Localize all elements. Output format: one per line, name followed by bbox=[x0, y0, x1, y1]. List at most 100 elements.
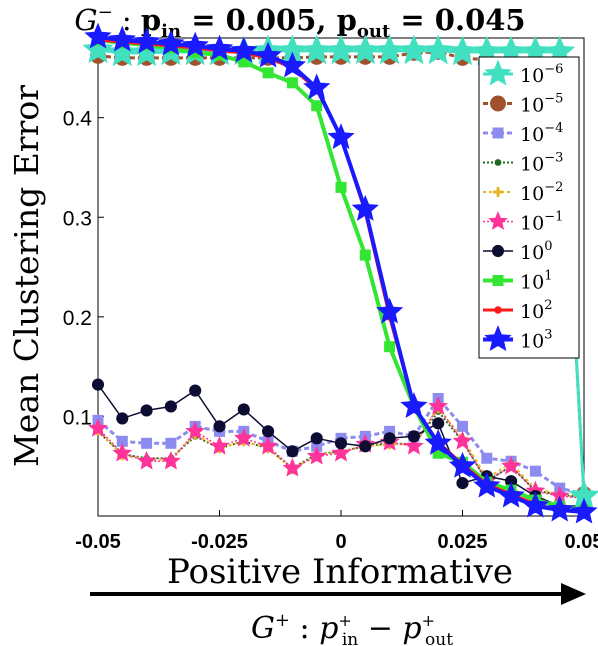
data-point-square bbox=[457, 420, 468, 432]
x-axis-arrow-head bbox=[561, 583, 586, 605]
y-tick-label: 0.3 bbox=[63, 207, 92, 230]
data-point-square bbox=[141, 437, 153, 449]
legend-label: 103 bbox=[520, 328, 552, 353]
legend-label: 10−1 bbox=[520, 210, 563, 235]
data-point-star bbox=[136, 450, 157, 470]
data-point-star bbox=[422, 34, 454, 65]
legend-item: 10−4 bbox=[483, 121, 563, 146]
data-point-circle bbox=[262, 425, 275, 438]
legend-label: 10−5 bbox=[520, 92, 563, 117]
bottom-label-sep: : bbox=[290, 611, 319, 646]
data-point-circle bbox=[189, 384, 202, 397]
data-point-circle bbox=[164, 400, 177, 413]
data-point-star bbox=[448, 451, 477, 478]
data-point-square bbox=[335, 181, 347, 193]
data-point-star bbox=[424, 428, 452, 455]
data-point-star bbox=[132, 27, 161, 54]
data-point-star bbox=[282, 457, 303, 477]
data-point-star bbox=[230, 36, 258, 63]
data-point-star bbox=[327, 123, 355, 150]
legend-item: 102 bbox=[483, 298, 552, 323]
y-axis: 0.1 0.2 0.3 0.4 bbox=[63, 108, 104, 429]
legend-label-base: 10 bbox=[520, 213, 544, 235]
series-line bbox=[97, 397, 585, 496]
chart-title-g: G bbox=[74, 3, 97, 37]
data-point-star bbox=[258, 436, 278, 455]
bottom-label-g-sup: + bbox=[275, 610, 290, 631]
y-tick-label: 0.2 bbox=[63, 307, 92, 330]
data-point-star bbox=[84, 22, 112, 49]
chart-title-eq1: = 0.005, bbox=[181, 3, 337, 37]
data-point-star bbox=[404, 436, 424, 455]
legend-label-base: 10 bbox=[520, 183, 544, 205]
data-point-star bbox=[484, 59, 512, 86]
chart-title-p1: p bbox=[141, 3, 161, 37]
chart-title: G− : pin = 0.005, pout = 0.045 bbox=[74, 2, 525, 42]
data-point-square bbox=[481, 452, 493, 464]
data-point-star bbox=[497, 481, 525, 508]
legend-item: 10−3 bbox=[483, 151, 563, 176]
data-point-star bbox=[303, 73, 331, 100]
data-point-star bbox=[570, 497, 598, 524]
legend-label-base: 10 bbox=[520, 242, 544, 264]
legend-label-base: 10 bbox=[520, 331, 544, 353]
data-point-star bbox=[488, 211, 508, 230]
legend-item: 10−2 bbox=[483, 180, 563, 205]
legend-label-exp: 3 bbox=[544, 328, 552, 343]
legend-item: 10−6 bbox=[483, 59, 563, 87]
data-point-circle bbox=[359, 440, 372, 453]
data-point-star bbox=[181, 31, 209, 58]
y-tick-label: 0.1 bbox=[63, 406, 92, 429]
data-point-star bbox=[185, 421, 206, 440]
legend-label-exp: −5 bbox=[544, 92, 563, 107]
legend-label-exp: 2 bbox=[544, 298, 552, 313]
x-tick-label: -0.025 bbox=[191, 531, 248, 553]
data-point-star bbox=[82, 33, 114, 64]
legend-label-base: 10 bbox=[520, 65, 544, 87]
data-point-square bbox=[189, 47, 201, 59]
data-point-star bbox=[112, 443, 133, 462]
data-point-star bbox=[452, 431, 473, 450]
bottom-label-minus: − bbox=[358, 611, 402, 646]
data-point-circle bbox=[490, 95, 506, 112]
data-point-square bbox=[165, 437, 177, 449]
data-point-circle bbox=[383, 432, 396, 445]
data-point-circle bbox=[140, 404, 153, 417]
data-point-square bbox=[384, 341, 396, 353]
legend-label: 10−3 bbox=[520, 151, 563, 176]
data-point-star bbox=[501, 455, 521, 475]
data-point-square bbox=[432, 447, 444, 459]
data-point-circle bbox=[116, 412, 129, 425]
data-point-star bbox=[351, 194, 379, 221]
legend-label-base: 10 bbox=[520, 95, 544, 117]
x-tick-label: -0.05 bbox=[75, 531, 121, 553]
data-point-circle bbox=[237, 403, 250, 416]
data-point-circle bbox=[286, 445, 299, 458]
data-point-star bbox=[473, 471, 501, 498]
data-point-square bbox=[262, 67, 274, 79]
x-axis: -0.05 -0.025 0 0.025 0.05 bbox=[75, 510, 598, 553]
bottom-label-sub2: out bbox=[425, 630, 453, 646]
data-point-star bbox=[205, 34, 234, 61]
data-point-circle bbox=[91, 378, 105, 391]
bottom-label-sub1: in bbox=[342, 630, 358, 646]
legend-label-base: 10 bbox=[520, 154, 544, 176]
y-tick-label: 0.4 bbox=[63, 108, 93, 131]
chart-title-eq2: = 0.045 bbox=[390, 3, 525, 37]
y-axis-label: Mean Clustering Error bbox=[7, 85, 46, 467]
legend-label: 10−4 bbox=[520, 121, 563, 146]
legend-label-exp: −3 bbox=[544, 151, 563, 166]
data-point-circle bbox=[491, 244, 505, 258]
data-point-dot bbox=[494, 306, 502, 314]
legend-label: 100 bbox=[520, 239, 552, 264]
legend-label: 10−2 bbox=[520, 180, 563, 205]
legend-item: 103 bbox=[483, 325, 552, 353]
legend-label: 10−6 bbox=[520, 62, 563, 87]
data-point-square bbox=[492, 275, 504, 286]
data-point-star bbox=[331, 443, 351, 462]
series-line bbox=[97, 405, 585, 499]
x-tick-label: 0.025 bbox=[437, 531, 487, 553]
series-10-pow3 bbox=[84, 22, 598, 524]
bottom-label-sup2: + bbox=[422, 611, 435, 630]
data-point-star bbox=[161, 450, 181, 470]
